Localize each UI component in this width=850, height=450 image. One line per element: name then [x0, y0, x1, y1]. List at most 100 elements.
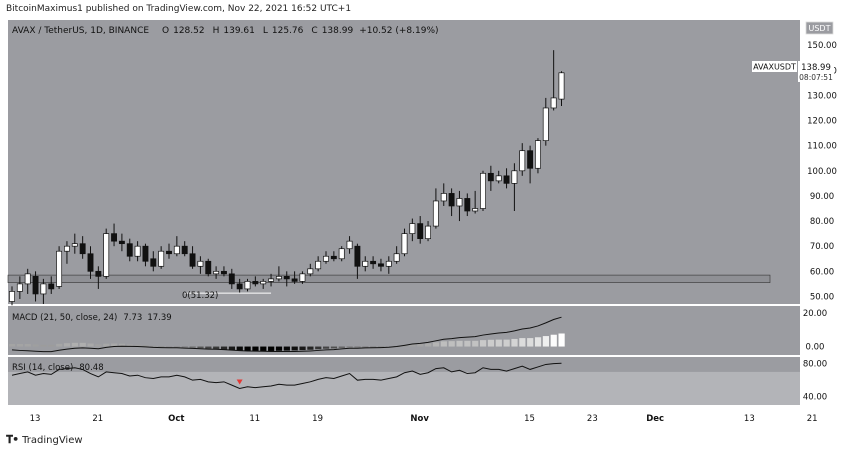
footer-brand: TradingView [22, 434, 83, 446]
macd-histogram-bar [79, 342, 86, 347]
macd-histogram-bar [307, 346, 314, 350]
macd-histogram-bar [244, 346, 251, 351]
macd-histogram-bar [495, 339, 502, 347]
macd-histogram-bar [550, 334, 557, 347]
candle-up [268, 278, 275, 282]
candle-up [534, 140, 541, 169]
price-tick-label: 60.00 [810, 267, 834, 277]
candle-up [56, 250, 63, 287]
last-price-value: 138.99 [801, 63, 831, 73]
candle-down [448, 193, 455, 207]
time-tick-label: 15 [524, 414, 535, 424]
chart-title: AVAX / TetherUS, 1D, BINANCE [12, 26, 149, 36]
macd-histogram-bar [346, 346, 353, 348]
rsi-tick-label: 40.00 [803, 393, 827, 403]
support-zone [7, 274, 771, 283]
high-value: 139.61 [223, 26, 255, 36]
candle-up [495, 175, 502, 182]
close-label: C [311, 26, 317, 36]
candle-up [40, 283, 47, 295]
candle-up [213, 270, 220, 275]
candle-down [527, 150, 534, 169]
candle-down [118, 240, 125, 245]
macd-histogram-bar [464, 340, 471, 347]
macd-histogram-bar [134, 344, 141, 347]
candle-up [558, 72, 565, 100]
candle-down [464, 198, 471, 212]
candle-up [134, 245, 141, 257]
candle-up [440, 193, 447, 202]
macd-histogram-bar [417, 344, 424, 347]
macd-histogram-bar [299, 346, 306, 351]
candle-down [283, 276, 290, 280]
trading-chart[interactable]: 50.00 60.00 70.00 80.00 90.00 100.00 110.00 120… [0, 20, 850, 430]
candle-up [260, 281, 267, 285]
time-tick-label: 23 [587, 414, 598, 424]
macd-histogram-bar [370, 346, 377, 348]
footer: 𝐓• TradingView [6, 433, 83, 447]
ohlc-readout: O 128.52 H 139.61 L 125.76 C 138.99 +10.52 (+8.1… [162, 26, 439, 36]
macd-histogram-bar [401, 345, 408, 347]
candle-up [173, 245, 180, 255]
macd-histogram-bar [291, 346, 298, 351]
candle-up [244, 281, 251, 290]
low-label: L [263, 26, 268, 36]
time-tick-label: 21 [92, 414, 103, 424]
macd-histogram-bar [503, 339, 510, 347]
macd-histogram-bar [323, 346, 330, 349]
macd-histogram-bar [425, 343, 432, 347]
candle-down [142, 245, 149, 262]
price-pane [8, 20, 800, 304]
rsi-label: RSI (14, close) [12, 363, 73, 373]
candle-up [158, 250, 165, 267]
candle-up [401, 233, 408, 255]
candle-up [299, 273, 306, 282]
macd-histogram-bar [377, 346, 385, 348]
candle-up [519, 150, 526, 172]
macd-histogram-bar [111, 343, 118, 347]
candle-down [291, 278, 298, 282]
macd-histogram-bar [252, 346, 259, 351]
macd-histogram-bar [275, 346, 283, 351]
candle-up [409, 223, 416, 234]
chart-canvas[interactable]: 50.0060.0070.0080.0090.00100.00110.00120… [0, 20, 850, 430]
candle-up [338, 248, 345, 260]
macd-histogram-bar [95, 344, 102, 347]
macd-histogram-bar [63, 343, 71, 347]
candle-up [542, 107, 549, 141]
macd-legend: MACD (21, 50, close, 24) 7.73 17.39 [12, 313, 172, 323]
macd-histogram-bar [189, 346, 196, 348]
candle-up [307, 268, 314, 275]
macd-histogram-bar [511, 338, 518, 347]
candle-down [181, 245, 188, 255]
macd-histogram-bar [338, 346, 345, 348]
price-tick-label: 50.00 [810, 292, 834, 302]
candle-up [425, 225, 432, 240]
published-by-line: BitcoinMaximus1 published on TradingView… [6, 4, 352, 14]
candle-down [417, 223, 424, 240]
time-tick-label: Oct [168, 414, 184, 424]
price-tick-label: 110.00 [807, 142, 837, 152]
candle-up [275, 276, 282, 280]
candle-down [330, 255, 337, 260]
tradingview-logo-icon: 𝐓• [6, 433, 19, 446]
macd-histogram-bar [362, 346, 369, 348]
open-value: 128.52 [173, 26, 205, 36]
currency-badge[interactable] [805, 21, 834, 35]
change-value: +10.52 (+8.19%) [359, 26, 438, 36]
macd-histogram-bar [315, 346, 322, 350]
time-tick-label: 13 [30, 414, 41, 424]
candle-up [385, 260, 392, 267]
candle-down [79, 243, 86, 255]
candle-down [126, 243, 133, 257]
macd-histogram-bar [87, 343, 94, 347]
macd-histogram-bar [283, 346, 290, 351]
price-tick-label: 100.00 [807, 167, 837, 177]
candle-down [111, 233, 117, 242]
macd-signal-value: 17.39 [147, 313, 171, 323]
time-tick-label: 19 [312, 414, 323, 424]
macd-histogram-bar [228, 346, 235, 351]
close-value: 138.99 [322, 26, 354, 36]
high-label: H [213, 26, 220, 36]
macd-histogram-bar [56, 343, 63, 347]
